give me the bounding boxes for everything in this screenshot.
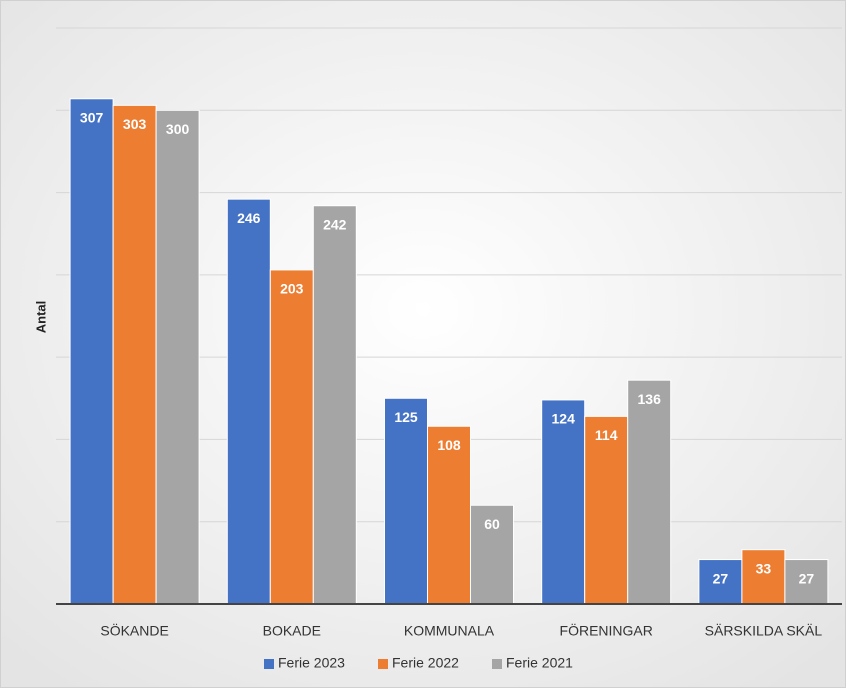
- legend-label: Ferie 2022: [392, 655, 459, 671]
- bar: [584, 415, 629, 605]
- data-label: 136: [638, 391, 662, 407]
- legend-label: Ferie 2023: [278, 655, 345, 671]
- legend-label: Ferie 2021: [506, 655, 573, 671]
- data-label: 125: [394, 409, 418, 425]
- bar: [427, 425, 471, 605]
- x-tick-label: SÄRSKILDA SKÄL: [705, 623, 823, 639]
- bar: [155, 109, 200, 605]
- data-label: 242: [323, 216, 347, 232]
- bar: [541, 399, 586, 605]
- bar: [312, 205, 357, 605]
- data-label: 124: [552, 411, 576, 427]
- bar: [112, 104, 157, 605]
- x-tick-label: BOKADE: [263, 623, 321, 639]
- x-tick-label: KOMMUNALA: [404, 623, 495, 639]
- bar: [69, 98, 114, 605]
- bar: [784, 559, 829, 605]
- data-label: 27: [799, 570, 815, 586]
- x-tick-label: SÖKANDE: [100, 622, 168, 639]
- legend-swatch: [378, 659, 388, 669]
- data-label: 27: [713, 570, 729, 586]
- data-label: 300: [166, 121, 190, 137]
- bar: [470, 504, 514, 605]
- data-label: 114: [595, 427, 618, 443]
- bar: [741, 549, 786, 605]
- legend-swatch: [492, 659, 502, 669]
- data-label: 108: [437, 437, 461, 453]
- y-axis-label: Antal: [33, 301, 48, 334]
- data-label: 33: [756, 560, 772, 576]
- bar: [384, 397, 428, 605]
- data-label: 60: [484, 516, 500, 532]
- bar: [627, 379, 672, 605]
- data-label: 203: [280, 281, 304, 297]
- data-label: 303: [123, 116, 147, 132]
- bar: [269, 269, 314, 605]
- legend-swatch: [264, 659, 274, 669]
- x-tick-label: FÖRENINGAR: [560, 622, 653, 639]
- bar: [226, 198, 271, 605]
- data-label: 307: [80, 109, 104, 125]
- data-label: 246: [237, 210, 261, 226]
